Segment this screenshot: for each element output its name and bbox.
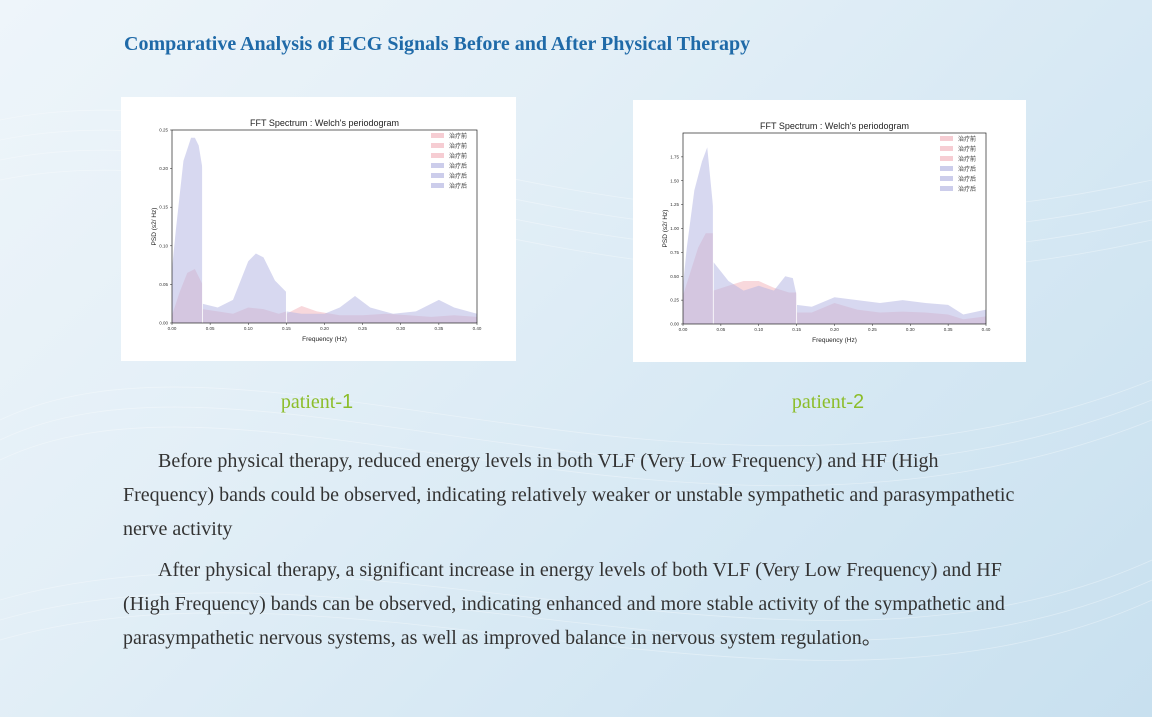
legend-swatch xyxy=(940,166,953,171)
patient-label-number: 2 xyxy=(852,391,865,413)
chart-card-patient-2: FFT Spectrum : Welch's periodogram 0.00 0.… xyxy=(633,100,1026,362)
x-tick-label: 0.40 xyxy=(473,326,482,331)
y-tick-label: 0.25 xyxy=(670,298,679,303)
series-area-after-5 xyxy=(286,295,477,323)
legend-entry: 治疗前 xyxy=(958,155,976,163)
x-axis-label: Frequency (Hz) xyxy=(302,336,347,343)
legend-entry: 治疗后 xyxy=(449,172,467,180)
paragraph-before-therapy: Before physical therapy, reduced energy … xyxy=(123,450,1015,540)
y-tick-label: 0.50 xyxy=(670,274,679,279)
y-tick-label: 0.10 xyxy=(159,243,168,248)
x-tick-label: 0.15 xyxy=(792,327,801,332)
legend-swatch xyxy=(940,146,953,151)
patient-2-label: patient-2 xyxy=(728,391,928,414)
legend-entry: 治疗后 xyxy=(958,185,976,193)
x-tick-label: 0.00 xyxy=(168,326,177,331)
legend-swatch xyxy=(431,183,444,188)
y-tick-label: 0.00 xyxy=(159,321,168,326)
legend-swatch xyxy=(431,143,444,148)
x-tick-label: 0.05 xyxy=(716,327,725,332)
y-tick-label: 0.15 xyxy=(159,205,168,210)
y-tick-label: 1.25 xyxy=(670,202,679,207)
x-tick-label: 0.10 xyxy=(244,326,253,331)
patient-label-number: 1 xyxy=(341,391,354,413)
x-tick-label: 0.20 xyxy=(320,326,329,331)
legend-swatch xyxy=(940,136,953,141)
legend-swatch xyxy=(940,176,953,181)
page-title: Comparative Analysis of ECG Signals Befo… xyxy=(124,33,751,55)
series-area-after-3 xyxy=(683,147,714,324)
legend-entry: 治疗后 xyxy=(449,182,467,190)
legend-swatch xyxy=(431,153,444,158)
x-tick-label: 0.05 xyxy=(206,326,215,331)
x-tick-label: 0.35 xyxy=(944,327,953,332)
series-area-after-4 xyxy=(202,253,287,323)
legend-swatch xyxy=(940,186,953,191)
y-axis-label: PSD (s2/ Hz) xyxy=(662,210,669,248)
legend-entry: 治疗前 xyxy=(958,145,976,153)
patient-1-label: patient-1 xyxy=(217,391,417,414)
x-tick-label: 0.15 xyxy=(282,326,291,331)
y-tick-label: 1.50 xyxy=(670,178,679,183)
x-tick-label: 0.10 xyxy=(754,327,763,332)
legend-entry: 治疗前 xyxy=(449,132,467,140)
paragraph-after-therapy: After physical therapy, a significant in… xyxy=(123,559,1005,649)
legend-swatch xyxy=(431,173,444,178)
chart-title: FFT Spectrum : Welch's periodogram xyxy=(760,121,909,131)
legend-entry: 治疗前 xyxy=(449,152,467,160)
patient-label-prefix: patient- xyxy=(791,391,853,413)
chart-card-patient-1: FFT Spectrum : Welch's periodogram 0.00 0.… xyxy=(121,97,516,361)
x-tick-label: 0.30 xyxy=(906,327,915,332)
legend-entry: 治疗前 xyxy=(958,135,976,143)
y-tick-label: 0.00 xyxy=(670,322,679,327)
legend-entry: 治疗后 xyxy=(958,175,976,183)
series-area-after-4 xyxy=(713,261,797,324)
x-tick-label: 0.35 xyxy=(434,326,443,331)
legend-swatch xyxy=(940,156,953,161)
series-area-after-3 xyxy=(172,137,203,323)
x-tick-label: 0.25 xyxy=(868,327,877,332)
x-tick-label: 0.25 xyxy=(358,326,367,331)
y-axis-label: PSD (s2/ Hz) xyxy=(151,208,158,246)
x-tick-label: 0.20 xyxy=(830,327,839,332)
y-tick-label: 1.00 xyxy=(670,226,679,231)
patient-label-prefix: patient- xyxy=(280,391,342,413)
x-tick-label: 0.30 xyxy=(396,326,405,331)
x-tick-label: 0.00 xyxy=(679,327,688,332)
y-tick-label: 0.75 xyxy=(670,250,679,255)
series-area-after-5 xyxy=(796,297,986,324)
x-tick-label: 0.40 xyxy=(982,327,991,332)
legend-swatch xyxy=(431,163,444,168)
y-tick-label: 1.75 xyxy=(670,154,679,159)
y-tick-label: 0.20 xyxy=(159,166,168,171)
y-tick-label: 0.05 xyxy=(159,282,168,287)
legend-entry: 治疗后 xyxy=(449,162,467,170)
legend-swatch xyxy=(431,133,444,138)
plot-frame xyxy=(171,129,478,324)
chart-title: FFT Spectrum : Welch's periodogram xyxy=(250,118,399,128)
legend-entry: 治疗前 xyxy=(449,142,467,150)
y-tick-label: 0.25 xyxy=(159,128,168,133)
legend-entry: 治疗后 xyxy=(958,165,976,173)
x-axis-label: Frequency (Hz) xyxy=(812,337,857,344)
